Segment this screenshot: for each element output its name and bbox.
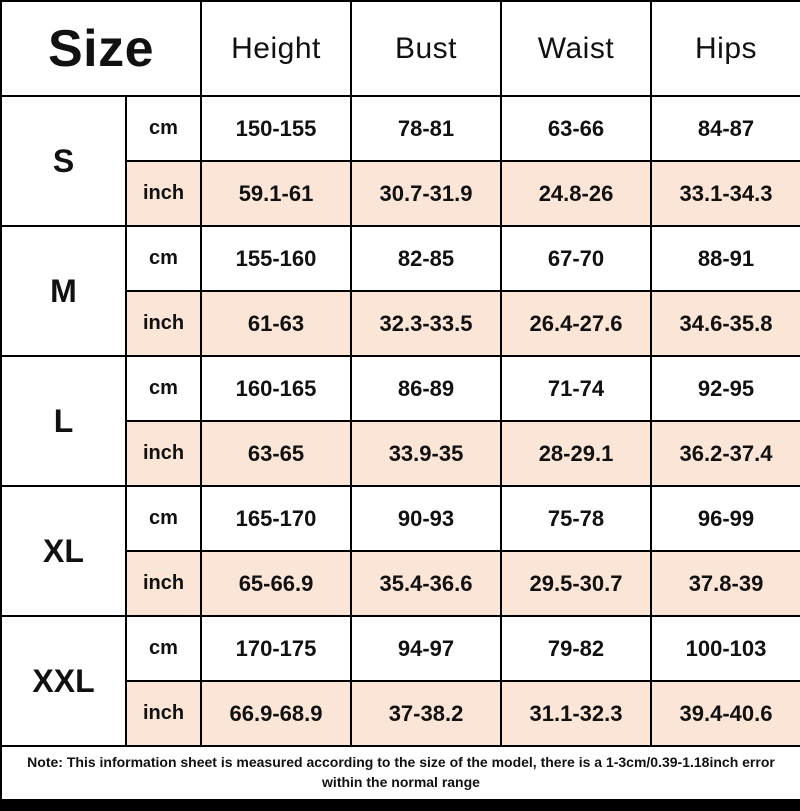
note-row: Note: This information sheet is measured…: [0, 745, 800, 811]
column-header-hips: Hips: [650, 0, 800, 97]
cell-xxl-inch-height: 66.9-68.9: [200, 680, 352, 747]
row-xl-inch: inch 65-66.9 35.4-36.6 29.5-30.7 37.8-39: [1, 550, 800, 617]
row-xl-cm: XL cm 165-170 90-93 75-78 96-99: [0, 485, 800, 617]
column-header-waist: Waist: [500, 0, 652, 97]
cell-xl-cm-hips: 96-99: [650, 485, 800, 552]
column-header-bust: Bust: [350, 0, 502, 97]
cell-m-cm-height: 155-160: [200, 225, 352, 292]
cell-m-cm-hips: 88-91: [650, 225, 800, 292]
note-text: Note: This information sheet is measured…: [0, 745, 800, 811]
cell-s-cm-height: 150-155: [200, 95, 352, 162]
cell-xl-cm-height: 165-170: [200, 485, 352, 552]
cell-xl-inch-hips: 37.8-39: [650, 550, 800, 617]
size-label-m: M: [0, 225, 127, 357]
cell-s-cm-waist: 63-66: [500, 95, 652, 162]
row-xxl-inch: inch 66.9-68.9 37-38.2 31.1-32.3 39.4-40…: [1, 680, 800, 747]
unit-label-cm: cm: [125, 355, 202, 422]
cell-l-inch-hips: 36.2-37.4: [650, 420, 800, 487]
cell-m-inch-bust: 32.3-33.5: [350, 290, 502, 357]
cell-m-cm-waist: 67-70: [500, 225, 652, 292]
header-row: Size Height Bust Waist Hips: [0, 0, 800, 97]
cell-xl-cm-bust: 90-93: [350, 485, 502, 552]
cell-xxl-cm-hips: 100-103: [650, 615, 800, 682]
cell-xxl-cm-height: 170-175: [200, 615, 352, 682]
cell-l-inch-waist: 28-29.1: [500, 420, 652, 487]
cell-s-cm-bust: 78-81: [350, 95, 502, 162]
cell-s-inch-hips: 33.1-34.3: [650, 160, 800, 227]
cell-xl-inch-bust: 35.4-36.6: [350, 550, 502, 617]
size-column-header: Size: [0, 0, 202, 97]
row-s-inch: inch 59.1-61 30.7-31.9 24.8-26 33.1-34.3: [1, 160, 800, 227]
cell-xxl-cm-waist: 79-82: [500, 615, 652, 682]
row-s-cm: S cm 150-155 78-81 63-66 84-87: [0, 95, 800, 227]
cell-l-cm-height: 160-165: [200, 355, 352, 422]
row-l-inch: inch 63-65 33.9-35 28-29.1 36.2-37.4: [1, 420, 800, 487]
cell-m-inch-waist: 26.4-27.6: [500, 290, 652, 357]
cell-l-inch-height: 63-65: [200, 420, 352, 487]
unit-label-inch: inch: [125, 290, 202, 357]
size-label-l: L: [0, 355, 127, 487]
cell-s-inch-bust: 30.7-31.9: [350, 160, 502, 227]
unit-label-cm: cm: [125, 225, 202, 292]
cell-xl-inch-waist: 29.5-30.7: [500, 550, 652, 617]
cell-s-cm-hips: 84-87: [650, 95, 800, 162]
unit-label-cm: cm: [125, 95, 202, 162]
unit-label-inch: inch: [125, 680, 202, 747]
row-m-inch: inch 61-63 32.3-33.5 26.4-27.6 34.6-35.8: [1, 290, 800, 357]
column-header-height: Height: [200, 0, 352, 97]
row-l-cm: L cm 160-165 86-89 71-74 92-95: [0, 355, 800, 487]
cell-l-cm-bust: 86-89: [350, 355, 502, 422]
cell-l-inch-bust: 33.9-35: [350, 420, 502, 487]
unit-label-inch: inch: [125, 420, 202, 487]
size-label-xl: XL: [0, 485, 127, 617]
unit-label-cm: cm: [125, 485, 202, 552]
cell-xxl-inch-waist: 31.1-32.3: [500, 680, 652, 747]
cell-m-inch-hips: 34.6-35.8: [650, 290, 800, 357]
cell-xxl-inch-hips: 39.4-40.6: [650, 680, 800, 747]
cell-l-cm-waist: 71-74: [500, 355, 652, 422]
cell-m-cm-bust: 82-85: [350, 225, 502, 292]
unit-label-inch: inch: [125, 550, 202, 617]
cell-l-cm-hips: 92-95: [650, 355, 800, 422]
cell-m-inch-height: 61-63: [200, 290, 352, 357]
cell-xxl-inch-bust: 37-38.2: [350, 680, 502, 747]
size-label-s: S: [0, 95, 127, 227]
cell-s-inch-height: 59.1-61: [200, 160, 352, 227]
unit-label-inch: inch: [125, 160, 202, 227]
row-m-cm: M cm 155-160 82-85 67-70 88-91: [0, 225, 800, 357]
unit-label-cm: cm: [125, 615, 202, 682]
cell-xl-inch-height: 65-66.9: [200, 550, 352, 617]
row-xxl-cm: XXL cm 170-175 94-97 79-82 100-103: [0, 615, 800, 747]
cell-xxl-cm-bust: 94-97: [350, 615, 502, 682]
size-label-xxl: XXL: [0, 615, 127, 747]
cell-s-inch-waist: 24.8-26: [500, 160, 652, 227]
cell-xl-cm-waist: 75-78: [500, 485, 652, 552]
